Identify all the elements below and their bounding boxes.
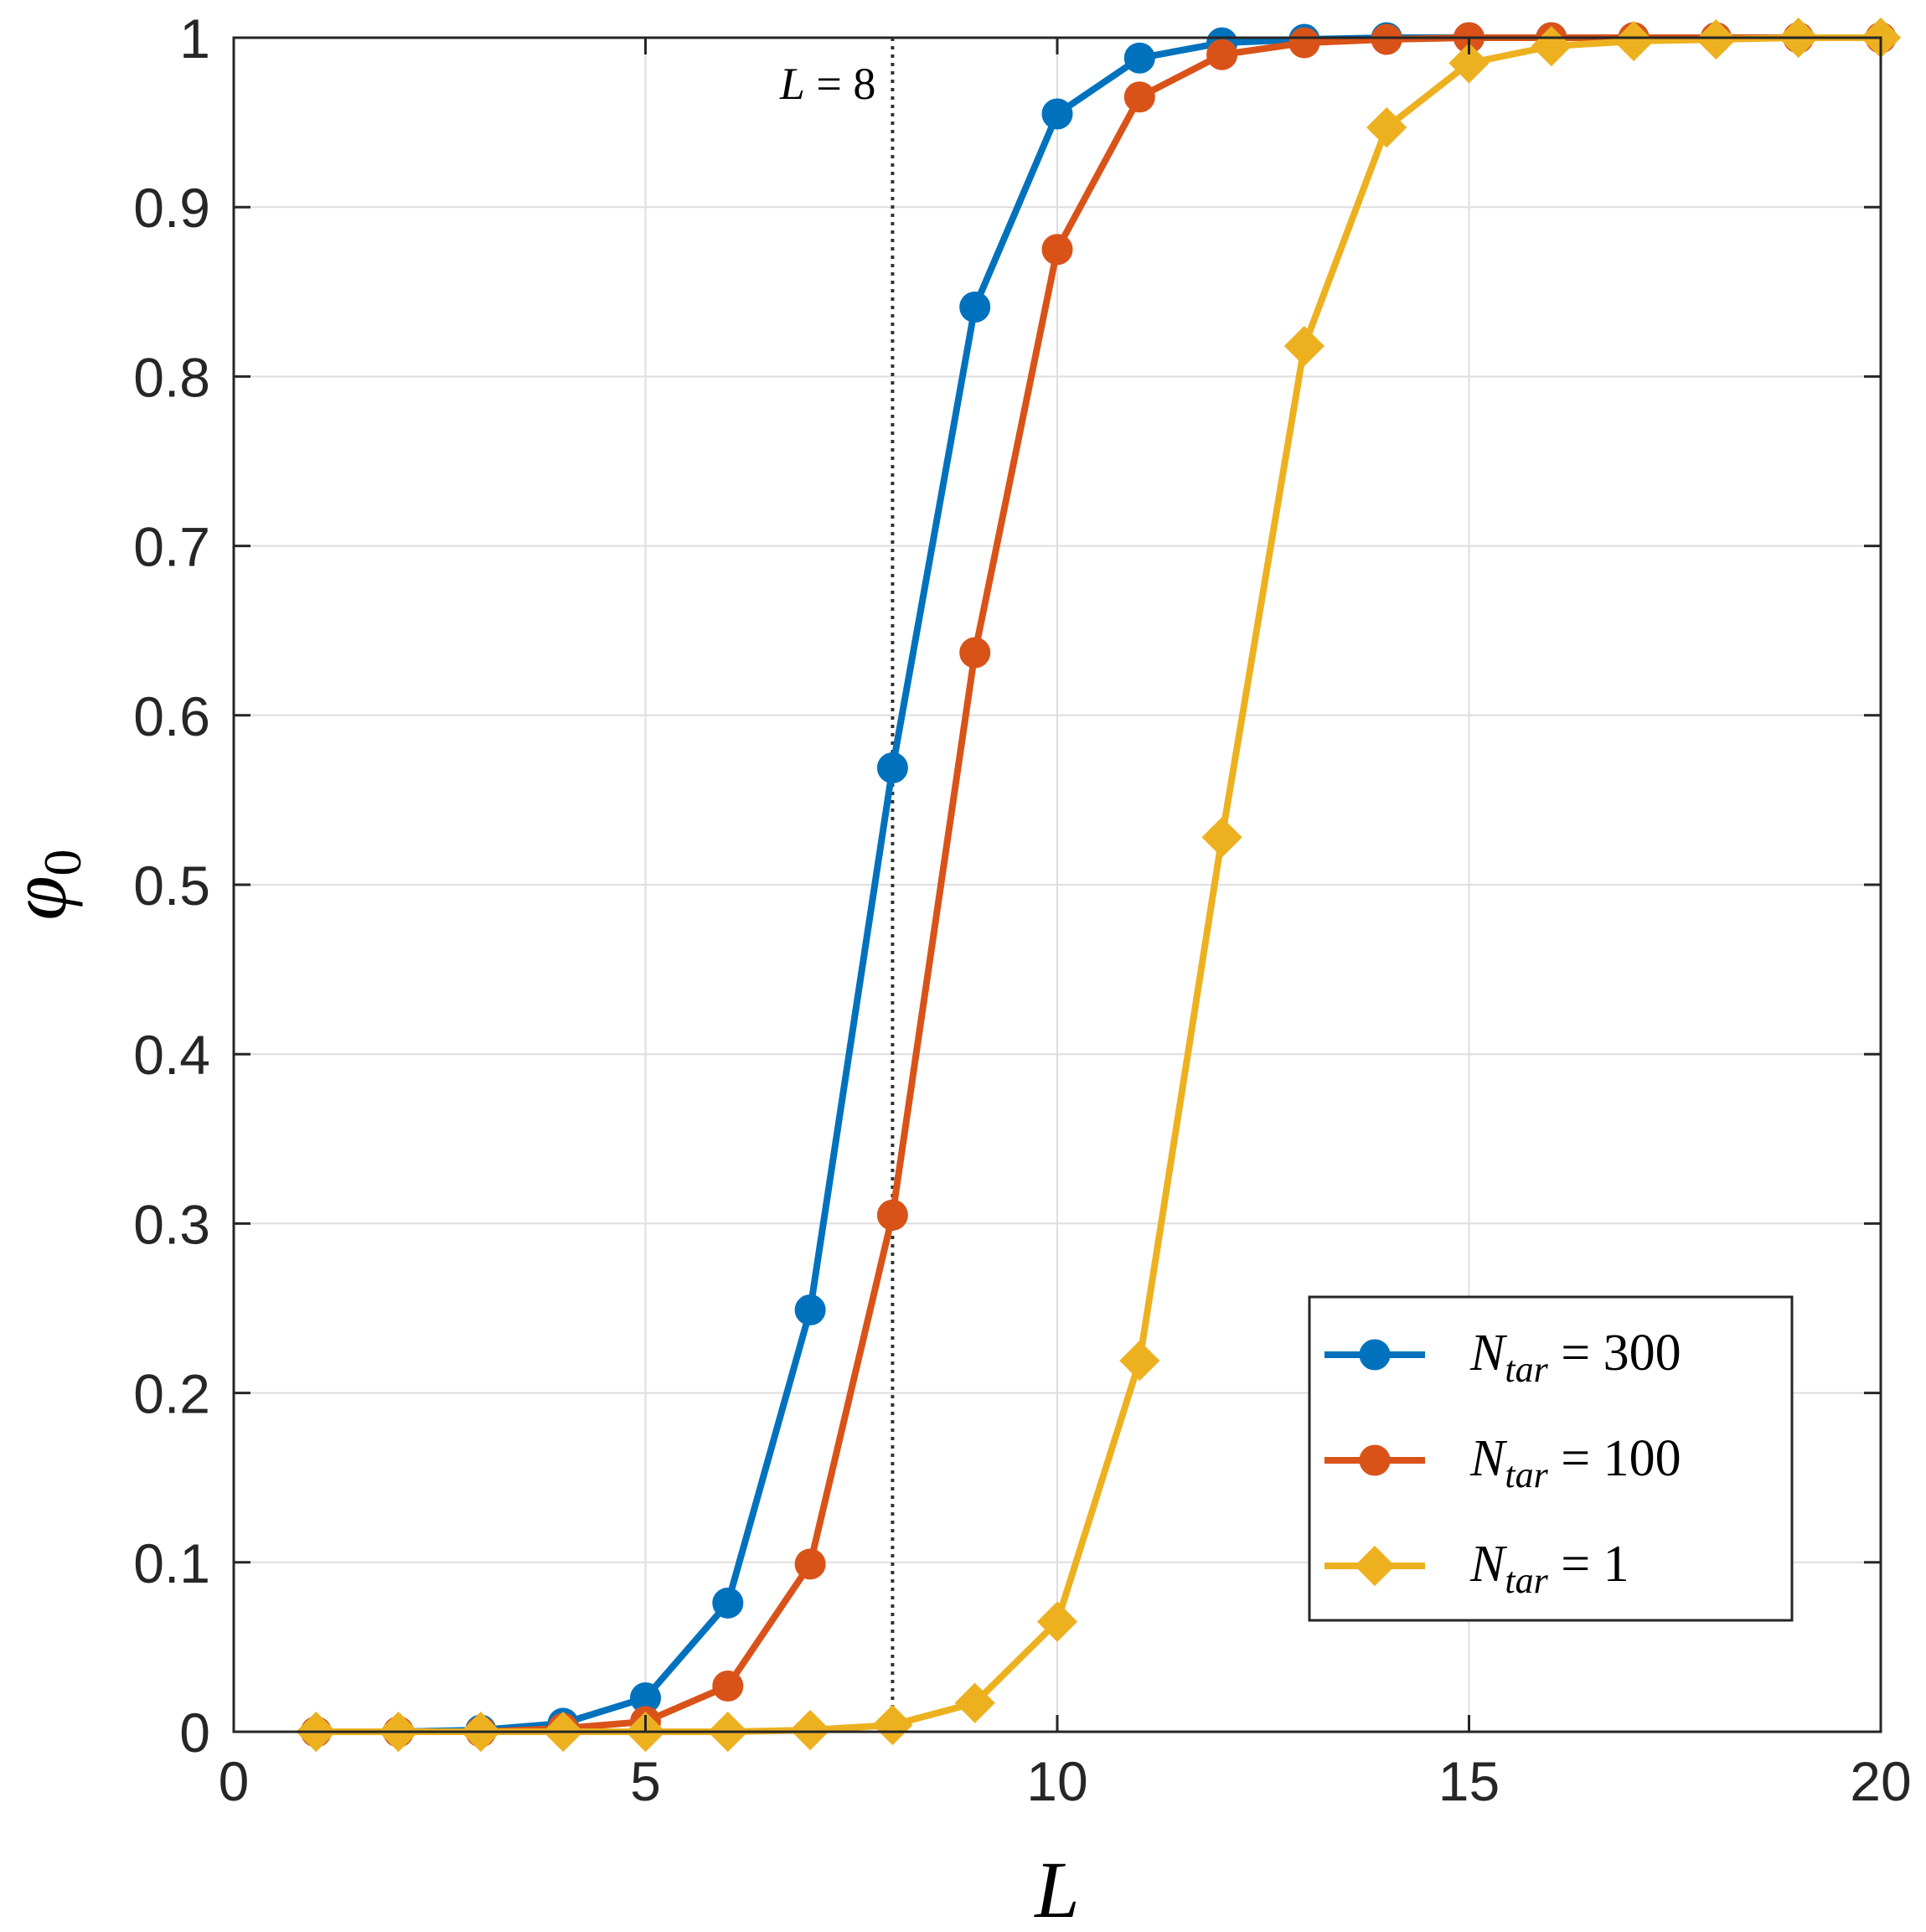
x-axis-label: L bbox=[1033, 1845, 1079, 1932]
legend-item: Ntar = 100 bbox=[1324, 1430, 1681, 1495]
legend-item: Ntar = 300 bbox=[1324, 1325, 1681, 1390]
legend-label-main: N bbox=[1469, 1430, 1508, 1487]
legend-label-sub: tar bbox=[1505, 1349, 1548, 1390]
data-point bbox=[1371, 23, 1402, 55]
x-tick-label: 20 bbox=[1850, 1750, 1911, 1812]
data-point bbox=[1123, 42, 1155, 74]
data-point bbox=[1206, 39, 1238, 70]
y-tick-label: 0.1 bbox=[133, 1532, 210, 1594]
legend-marker bbox=[1359, 1444, 1391, 1476]
x-tick-label: 5 bbox=[630, 1750, 661, 1812]
data-point bbox=[1366, 107, 1407, 148]
legend-label: Ntar = 300 bbox=[1469, 1325, 1681, 1390]
data-point bbox=[876, 1199, 908, 1231]
y-axis-label-sub: 0 bbox=[33, 849, 92, 876]
legend-label: Ntar = 100 bbox=[1469, 1430, 1681, 1495]
y-tick-label: 0.7 bbox=[133, 516, 210, 578]
data-point bbox=[959, 637, 991, 669]
legend-label: Ntar = 1 bbox=[1469, 1536, 1629, 1601]
data-point bbox=[1041, 234, 1073, 266]
legend-label-main: N bbox=[1469, 1325, 1508, 1382]
y-tick-label: 0.9 bbox=[133, 177, 210, 239]
y-tick-label: 0.6 bbox=[133, 685, 210, 747]
data-point bbox=[712, 1587, 744, 1619]
legend-marker bbox=[1359, 1339, 1391, 1371]
legend-label-main: N bbox=[1469, 1536, 1508, 1593]
legend-item: Ntar = 1 bbox=[1324, 1536, 1629, 1601]
y-tick-label: 0.3 bbox=[133, 1193, 210, 1255]
data-point bbox=[1283, 325, 1325, 367]
legend-label-sub: tar bbox=[1505, 1560, 1548, 1601]
y-tick-label: 0.8 bbox=[133, 346, 210, 408]
y-tick-label: 0.4 bbox=[133, 1024, 210, 1086]
legend-label-rest: = 100 bbox=[1548, 1430, 1681, 1487]
x-tick-label: 15 bbox=[1438, 1750, 1500, 1812]
vline-label-main: L bbox=[779, 59, 805, 109]
y-axis-label-main: φ bbox=[0, 876, 83, 920]
data-point bbox=[789, 1709, 831, 1751]
legend-label-rest: = 1 bbox=[1548, 1536, 1629, 1593]
x-tick-label: 0 bbox=[219, 1750, 250, 1812]
annotation-layer: L = 8 bbox=[779, 38, 895, 1732]
data-point bbox=[794, 1294, 826, 1326]
vline-label-rest: = 8 bbox=[805, 59, 875, 109]
vline-label: L = 8 bbox=[779, 59, 876, 109]
data-point bbox=[872, 1704, 913, 1746]
grid-lines bbox=[233, 37, 1882, 1733]
y-tick-label: 0.5 bbox=[133, 855, 210, 917]
legend-marker bbox=[1354, 1545, 1396, 1587]
data-point bbox=[876, 752, 908, 783]
y-tick-label: 1 bbox=[179, 8, 210, 70]
y-axis-label: φ0 bbox=[0, 849, 92, 920]
data-point bbox=[1613, 20, 1655, 62]
x-tick-label: 10 bbox=[1026, 1750, 1087, 1812]
y-tick-label: 0.2 bbox=[133, 1363, 210, 1425]
y-tick-label: 0 bbox=[179, 1702, 210, 1764]
legend-label-sub: tar bbox=[1505, 1454, 1548, 1495]
legend-label-rest: = 300 bbox=[1548, 1325, 1681, 1382]
data-point bbox=[794, 1548, 826, 1580]
ticks bbox=[232, 36, 1882, 1733]
data-point bbox=[712, 1670, 744, 1702]
data-point bbox=[1041, 98, 1073, 130]
data-point bbox=[954, 1682, 995, 1723]
data-point bbox=[1123, 81, 1155, 113]
data-point bbox=[1201, 817, 1242, 858]
data-point bbox=[1119, 1341, 1160, 1382]
data-point bbox=[1696, 18, 1737, 60]
data-point bbox=[1448, 43, 1490, 84]
data-point bbox=[1288, 27, 1320, 59]
data-point bbox=[1036, 1601, 1078, 1642]
data-point bbox=[959, 291, 991, 323]
